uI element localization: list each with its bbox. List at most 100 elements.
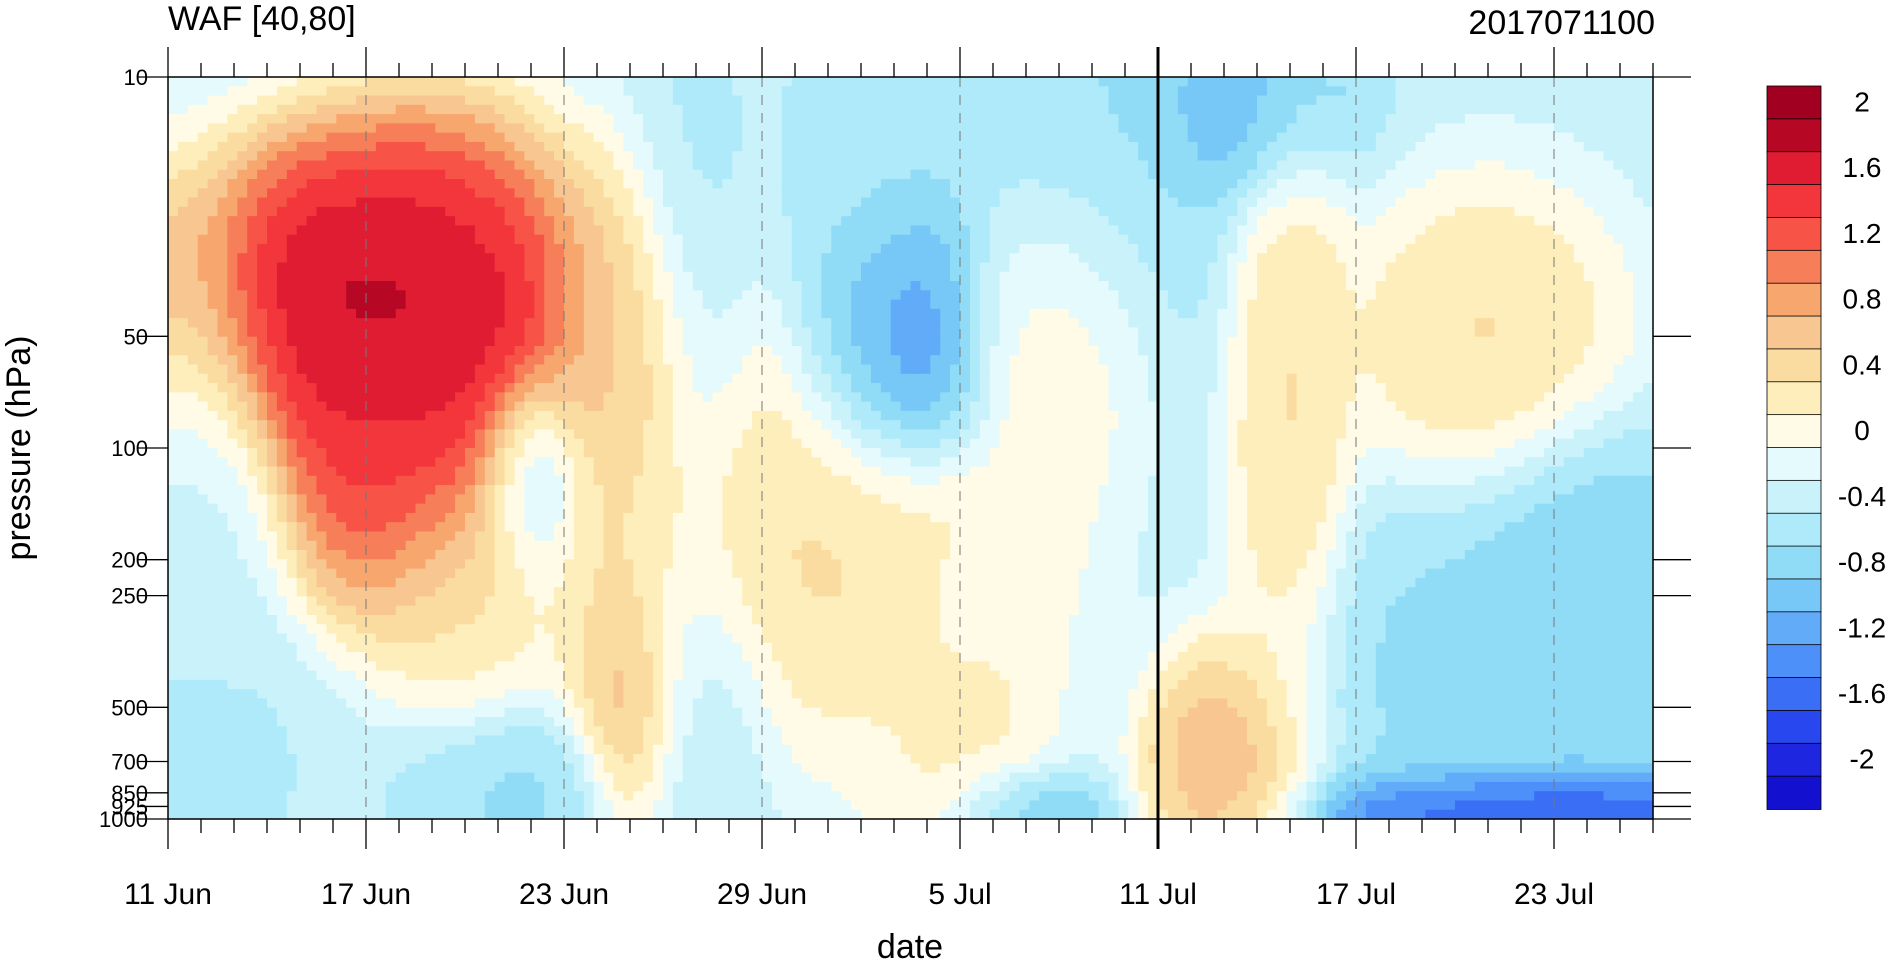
heatmap-cell bbox=[1316, 355, 1327, 366]
heatmap-cell bbox=[1356, 86, 1367, 97]
heatmap-cell bbox=[801, 243, 813, 254]
heatmap-cell bbox=[1346, 179, 1357, 189]
heatmap-cell bbox=[276, 308, 288, 319]
heatmap-cell bbox=[395, 151, 407, 162]
heatmap-cell bbox=[415, 206, 426, 217]
heatmap-cell bbox=[1039, 373, 1050, 384]
heatmap-cell bbox=[1009, 77, 1020, 87]
heatmap-cell bbox=[1524, 151, 1535, 162]
heatmap-cell bbox=[465, 104, 476, 115]
heatmap-cell bbox=[1395, 206, 1407, 217]
heatmap-cell bbox=[1237, 216, 1248, 227]
heatmap-cell bbox=[514, 216, 525, 227]
heatmap-cell bbox=[257, 206, 268, 217]
heatmap-cell bbox=[1118, 86, 1129, 97]
heatmap-cell bbox=[1593, 188, 1605, 199]
heatmap-cell bbox=[395, 253, 407, 264]
heatmap-cell bbox=[1088, 336, 1100, 347]
heatmap-cell bbox=[504, 151, 516, 162]
heatmap-cell bbox=[791, 197, 803, 208]
heatmap-cell bbox=[1029, 179, 1040, 189]
heatmap-cell bbox=[1445, 141, 1456, 152]
heatmap-cell bbox=[1296, 225, 1308, 236]
heatmap-cell bbox=[1187, 243, 1199, 254]
heatmap-cell bbox=[791, 216, 803, 227]
heatmap-cell bbox=[762, 169, 773, 180]
heatmap-cell bbox=[207, 336, 219, 347]
heatmap-cell bbox=[742, 123, 753, 134]
heatmap-cell bbox=[534, 206, 545, 217]
heatmap-cell bbox=[484, 299, 496, 310]
heatmap-cell bbox=[781, 160, 793, 171]
heatmap-cell bbox=[643, 179, 654, 189]
heatmap-cell bbox=[623, 104, 634, 115]
heatmap-cell bbox=[1098, 86, 1110, 97]
heatmap-cell bbox=[504, 86, 516, 97]
heatmap-cell bbox=[1019, 86, 1030, 97]
heatmap-cell bbox=[267, 383, 278, 393]
heatmap-cell bbox=[1346, 345, 1357, 356]
heatmap-cell bbox=[771, 151, 783, 162]
heatmap-cell bbox=[1088, 151, 1100, 162]
heatmap-cell bbox=[1514, 318, 1525, 329]
heatmap-cell bbox=[465, 336, 476, 347]
heatmap-cell bbox=[633, 197, 644, 208]
heatmap-cell bbox=[425, 77, 436, 87]
heatmap-cell bbox=[1326, 104, 1337, 115]
heatmap-cell bbox=[1455, 253, 1466, 264]
heatmap-cell bbox=[920, 160, 931, 171]
heatmap-cell bbox=[177, 123, 189, 134]
heatmap-cell bbox=[950, 253, 961, 264]
heatmap-cell bbox=[1187, 188, 1199, 199]
heatmap-cell bbox=[1177, 225, 1189, 236]
heatmap-cell bbox=[385, 188, 397, 199]
heatmap-cell bbox=[356, 299, 367, 310]
heatmap-cell bbox=[445, 160, 456, 171]
heatmap-cell bbox=[1573, 114, 1585, 124]
heatmap-cell bbox=[1059, 197, 1070, 208]
chart-subtitle: 2017071100 bbox=[1468, 4, 1655, 42]
heatmap-cell bbox=[177, 308, 189, 319]
heatmap-cell bbox=[1375, 243, 1387, 254]
heatmap-cell bbox=[1524, 114, 1535, 124]
heatmap-cell bbox=[1286, 225, 1298, 236]
heatmap-cell bbox=[1088, 123, 1100, 134]
heatmap-cell bbox=[1049, 86, 1060, 97]
heatmap-cell bbox=[1227, 216, 1238, 227]
heatmap-cell bbox=[821, 373, 832, 384]
heatmap-cell bbox=[583, 197, 595, 208]
heatmap-cell bbox=[989, 308, 1001, 319]
heatmap-cell bbox=[1464, 345, 1476, 356]
heatmap-cell bbox=[1207, 318, 1218, 329]
heatmap-cell bbox=[930, 355, 941, 366]
heatmap-cell bbox=[1098, 290, 1110, 301]
heatmap-cell bbox=[900, 114, 912, 124]
heatmap-cell bbox=[1494, 234, 1506, 245]
heatmap-cell bbox=[1138, 355, 1149, 366]
heatmap-cell bbox=[781, 271, 793, 282]
heatmap-cell bbox=[177, 77, 189, 87]
heatmap-cell bbox=[217, 123, 228, 134]
heatmap-cell bbox=[702, 345, 714, 356]
heatmap-cell bbox=[623, 151, 634, 162]
heatmap-cell bbox=[1039, 216, 1050, 227]
heatmap-cell bbox=[326, 179, 337, 189]
heatmap-cell bbox=[1286, 114, 1298, 124]
heatmap-cell bbox=[1247, 234, 1258, 245]
heatmap-cell bbox=[1158, 345, 1169, 356]
heatmap-cell bbox=[593, 188, 605, 199]
heatmap-cell bbox=[910, 345, 921, 356]
heatmap-cell bbox=[1425, 308, 1436, 319]
heatmap-cell bbox=[821, 271, 832, 282]
heatmap-cell bbox=[969, 253, 981, 264]
heatmap-cell bbox=[950, 327, 961, 338]
heatmap-cell bbox=[643, 234, 654, 245]
heatmap-cell bbox=[999, 225, 1011, 236]
heatmap-cell bbox=[1207, 271, 1218, 282]
heatmap-cell bbox=[1068, 327, 1080, 338]
heatmap-cell bbox=[197, 225, 209, 236]
heatmap-cell bbox=[831, 123, 842, 134]
heatmap-cell bbox=[247, 104, 258, 115]
heatmap-cell bbox=[356, 281, 367, 291]
heatmap-cell bbox=[573, 262, 585, 273]
